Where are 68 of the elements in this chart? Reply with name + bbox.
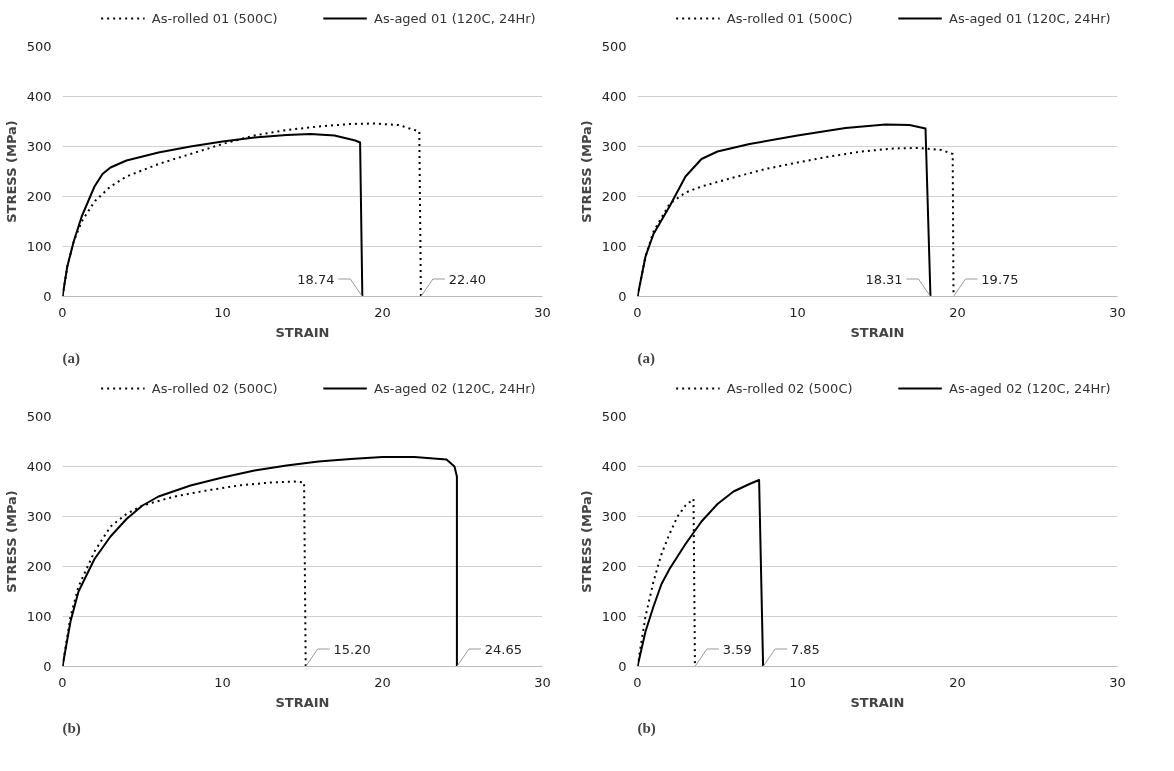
y-tick-label: 300 [601, 509, 627, 524]
annotation: 24.65 [484, 641, 522, 657]
annotation: 18.31 [865, 271, 903, 287]
y-tick-label: 200 [26, 559, 52, 574]
text: (b) [637, 719, 656, 737]
x-axis-title: STRAIN [275, 694, 330, 710]
x-axis-title: STRAIN [275, 324, 330, 340]
y-tick-label: 300 [601, 139, 627, 154]
annotation: 18.74 [297, 271, 335, 287]
y-tick-label: 400 [601, 89, 627, 104]
y-tick-label: 100 [601, 239, 627, 254]
y-tick-label: 200 [601, 189, 627, 204]
legend-label: As-aged 01 (120C, 24Hr) [374, 11, 536, 26]
y-axis-title: STRESS (MPa) [578, 120, 594, 223]
y-tick-label: 300 [26, 139, 52, 154]
annotation: 22.40 [448, 271, 486, 287]
legend-label: As-rolled 01 (500C) [726, 11, 853, 26]
x-tick-label: 10 [789, 304, 806, 320]
x-tick-label: 10 [214, 304, 231, 320]
annotation: 15.20 [333, 641, 371, 657]
y-tick-label: 100 [601, 609, 627, 624]
legend-label: As-rolled 01 (500C) [151, 11, 278, 26]
x-tick-label: 30 [534, 304, 551, 320]
y-tick-label: 500 [601, 409, 627, 424]
x-tick-label: 20 [374, 674, 391, 690]
y-axis-title: STRESS (MPa) [578, 490, 594, 593]
text: (a) [62, 349, 80, 367]
y-tick-label: 200 [26, 189, 52, 204]
y-tick-label: 100 [26, 609, 52, 624]
x-tick-label: 0 [58, 674, 67, 690]
legend-label: As-rolled 02 (500C) [726, 381, 853, 396]
y-tick-label: 500 [26, 409, 52, 424]
x-tick-label: 20 [949, 304, 966, 320]
x-tick-label: 20 [949, 674, 966, 690]
x-tick-label: 20 [374, 304, 391, 320]
x-tick-label: 0 [58, 304, 67, 320]
x-tick-label: 0 [633, 304, 642, 320]
y-tick-label: 400 [26, 89, 52, 104]
text: (a) [637, 349, 655, 367]
legend-label: As-aged 02 (120C, 24Hr) [374, 381, 536, 396]
y-tick-label: 0 [618, 289, 627, 304]
y-tick-label: 400 [601, 459, 627, 474]
y-tick-label: 500 [601, 39, 627, 54]
y-tick-label: 0 [43, 659, 52, 674]
x-axis-title: STRAIN [850, 694, 905, 710]
annotation: 7.85 [790, 641, 820, 657]
y-axis-title: STRESS (MPa) [3, 120, 19, 223]
x-tick-label: 30 [1109, 674, 1126, 690]
y-tick-label: 300 [26, 509, 52, 524]
y-tick-label: 0 [43, 289, 52, 304]
legend-label: As-rolled 02 (500C) [151, 381, 278, 396]
text: (b) [62, 719, 81, 737]
y-tick-label: 100 [26, 239, 52, 254]
x-tick-label: 30 [1109, 304, 1126, 320]
y-tick-label: 500 [26, 39, 52, 54]
y-tick-label: 0 [618, 659, 627, 674]
legend-label: As-aged 02 (120C, 24Hr) [949, 381, 1111, 396]
y-axis-title: STRESS (MPa) [3, 490, 19, 593]
annotation: 3.59 [722, 641, 752, 657]
x-tick-label: 10 [214, 674, 231, 690]
y-tick-label: 200 [601, 559, 627, 574]
legend-label: As-aged 01 (120C, 24Hr) [949, 11, 1111, 26]
x-tick-label: 0 [633, 674, 642, 690]
x-tick-label: 30 [534, 674, 551, 690]
annotation: 19.75 [981, 271, 1019, 287]
x-axis-title: STRAIN [850, 324, 905, 340]
y-tick-label: 400 [26, 459, 52, 474]
x-tick-label: 10 [789, 674, 806, 690]
